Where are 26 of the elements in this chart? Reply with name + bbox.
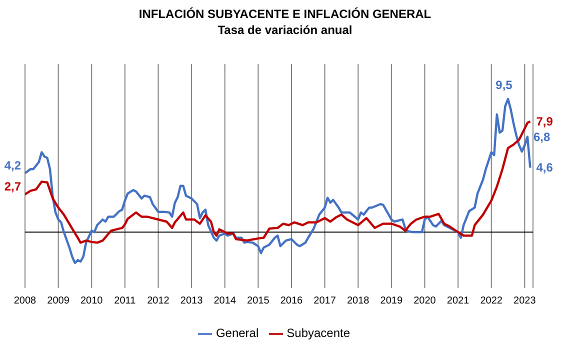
x-tick-label: 2023: [514, 295, 536, 306]
x-tick-label: 2018: [346, 295, 370, 306]
data-label: 4,2: [4, 158, 22, 172]
x-tick-label: 2009: [47, 295, 70, 306]
x-tick-label: 2011: [114, 295, 136, 306]
x-tick-label: 2020: [414, 295, 436, 306]
data-label: 2,7: [4, 179, 22, 194]
x-tick-label: 2013: [180, 295, 204, 306]
x-tick-label: 2017: [314, 295, 336, 306]
x-tick-label: 2015: [247, 295, 270, 306]
chart-subtitle: Tasa de variación anual: [216, 22, 354, 38]
x-tick-label: 2022: [480, 295, 503, 306]
x-tick-label: 2010: [80, 295, 104, 306]
x-tick-label: 2016: [280, 295, 304, 306]
x-tick-label: 2021: [446, 295, 470, 306]
data-label: 9,5: [496, 78, 513, 92]
x-tick-label: 2012: [147, 295, 170, 306]
data-label: 4,6: [536, 160, 554, 175]
x-tick-label: 2014: [214, 295, 236, 306]
data-label: 6,8: [533, 130, 550, 144]
x-tick-label: 2008: [14, 295, 37, 306]
data-label: 7,9: [536, 114, 554, 128]
chart-title: INFLACIÓN SUBYACENTE E INFLACIÓN GENERAL: [138, 6, 432, 22]
legend-label: Subyacente: [286, 326, 350, 340]
x-tick-label: 2019: [380, 295, 403, 306]
legend-label: General: [216, 326, 259, 340]
